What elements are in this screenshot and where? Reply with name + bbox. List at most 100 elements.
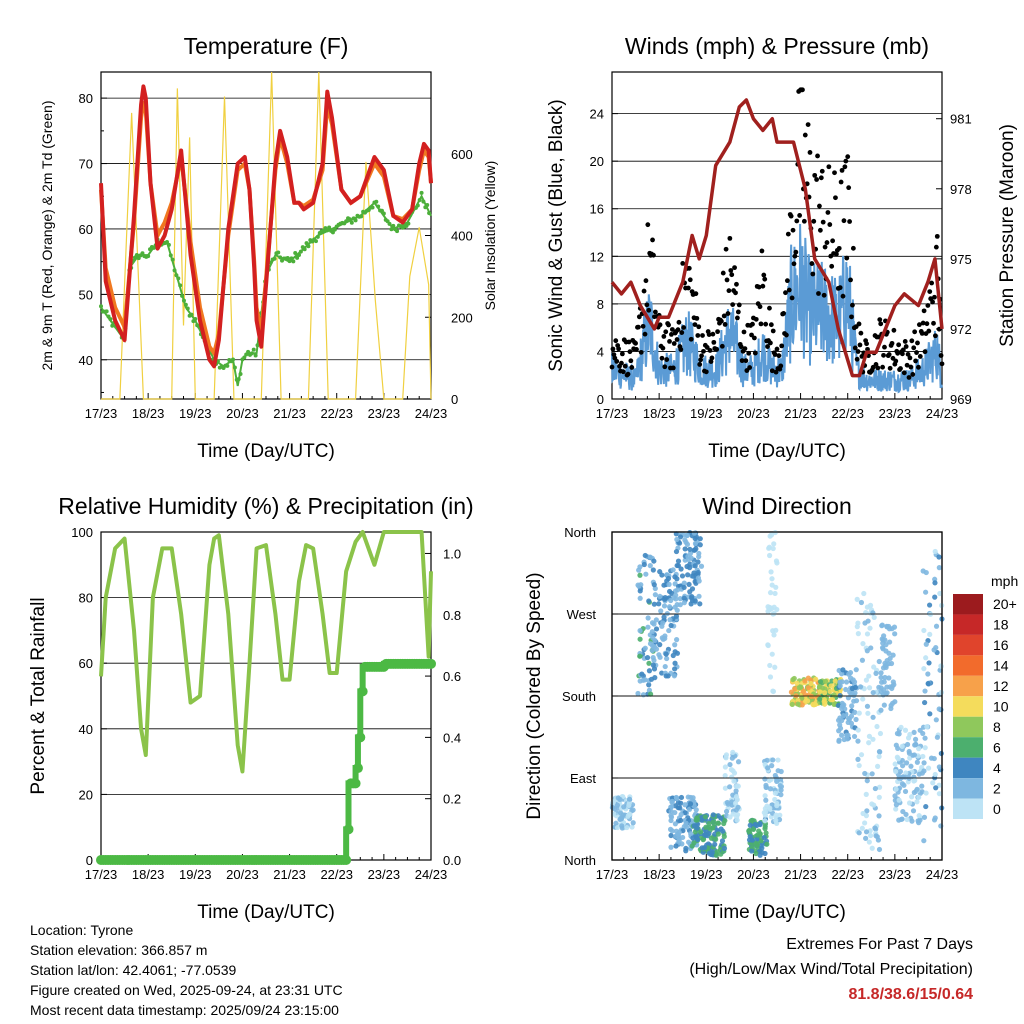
dewpoint-point [391, 223, 396, 228]
dewpoint-point [251, 347, 256, 352]
y-axis-label: Direction (Colored By Speed) [524, 572, 545, 819]
gust-point [696, 324, 702, 330]
direction-point [859, 825, 865, 831]
direction-point [662, 635, 668, 642]
speed-colorbar: mph 20+ 18 16 14 12 10 8 6 4 2 0 [953, 573, 1018, 819]
direction-point [866, 673, 872, 679]
x-tick-label: 20/23 [226, 867, 259, 882]
gust-point [663, 329, 669, 335]
direction-point [670, 652, 676, 659]
gust-point [858, 330, 864, 336]
y-tick-label: 0 [597, 392, 604, 407]
y-tick-label: North [564, 525, 596, 540]
dewpoint-point [389, 227, 394, 232]
gust-point [859, 353, 865, 359]
y2-tick-label: 978 [950, 182, 972, 197]
direction-point [912, 742, 918, 748]
gust-point [832, 170, 837, 176]
series-9m-temperature [99, 100, 433, 358]
direction-point [873, 670, 879, 676]
gust-point [939, 361, 945, 367]
direction-point [718, 851, 724, 857]
direction-point [854, 596, 860, 602]
direction-point [706, 820, 712, 827]
direction-point [686, 581, 692, 588]
y-tick-label: 100 [71, 525, 93, 540]
direction-point [923, 589, 929, 595]
x-tick-label: 19/23 [179, 867, 212, 882]
direction-point [644, 654, 651, 661]
gust-point [739, 358, 745, 364]
gust-point [784, 278, 790, 284]
gust-point [719, 343, 725, 349]
gust-point [669, 331, 674, 337]
direction-point [808, 680, 814, 687]
direction-point [722, 785, 728, 791]
y-tick-label: East [570, 771, 596, 786]
gust-point [824, 240, 830, 245]
direction-point [878, 670, 884, 676]
direction-point [936, 791, 942, 797]
direction-point [702, 832, 708, 838]
direction-point [840, 667, 846, 673]
direction-point [630, 807, 636, 813]
direction-point [893, 802, 899, 808]
direction-point [921, 814, 928, 820]
temperature-chart: Temperature (F) 17/23 18/23 19/23 20/23 21/23… [39, 33, 498, 462]
dewpoint-point [178, 283, 183, 288]
direction-point [651, 558, 657, 564]
direction-point [669, 804, 675, 810]
colorbar-label: 2 [993, 780, 1001, 796]
direction-point [769, 606, 775, 612]
gust-point [768, 322, 774, 328]
direction-point [747, 822, 753, 828]
x-tick-label: 19/23 [690, 867, 723, 882]
direction-point [870, 689, 876, 696]
gust-point [920, 320, 926, 326]
direction-point [771, 541, 777, 547]
direction-point [920, 568, 926, 574]
direction-point [706, 830, 712, 837]
direction-point [702, 814, 708, 820]
direction-point [901, 782, 907, 788]
gust-point [776, 353, 782, 359]
direction-point [927, 711, 933, 717]
direction-point [715, 820, 722, 826]
direction-point [626, 802, 632, 808]
gust-point [674, 337, 680, 342]
direction-point [685, 572, 691, 578]
recent-timestamp: Most recent data timestamp: 2025/09/24 2… [30, 1002, 339, 1018]
gust-point [842, 164, 848, 170]
extremes-subtitle: (High/Low/Max Wind/Total Precipitation) [689, 961, 973, 978]
y2-tick-label: 600 [451, 147, 473, 162]
gust-point [852, 345, 858, 351]
gust-point [921, 308, 927, 314]
gust-point [898, 366, 903, 371]
direction-point [674, 576, 680, 582]
x-tick-label: 23/23 [879, 867, 912, 882]
direction-point [789, 701, 795, 707]
colorbar-label: 14 [993, 658, 1009, 674]
direction-point [665, 575, 672, 582]
gust-point [710, 331, 716, 337]
direction-point [673, 843, 679, 849]
direction-point [937, 667, 943, 673]
y-axis-label: Percent & Total Rainfall [28, 597, 49, 794]
gust-point [620, 369, 626, 375]
gust-point [907, 355, 913, 361]
gust-point [628, 358, 634, 364]
gust-point [770, 328, 776, 334]
direction-point [673, 828, 679, 834]
x-tick-label: 24/23 [415, 406, 448, 421]
direction-point [646, 668, 653, 674]
direction-point [748, 818, 754, 824]
y2-tick-label: 0 [451, 392, 458, 407]
gust-point [709, 355, 715, 361]
direction-point [881, 702, 887, 708]
gust-point [922, 349, 928, 355]
gust-point [933, 244, 939, 250]
dewpoint-point [255, 343, 260, 348]
direction-point [855, 631, 861, 637]
gust-point [807, 150, 813, 155]
gust-point [661, 334, 667, 339]
